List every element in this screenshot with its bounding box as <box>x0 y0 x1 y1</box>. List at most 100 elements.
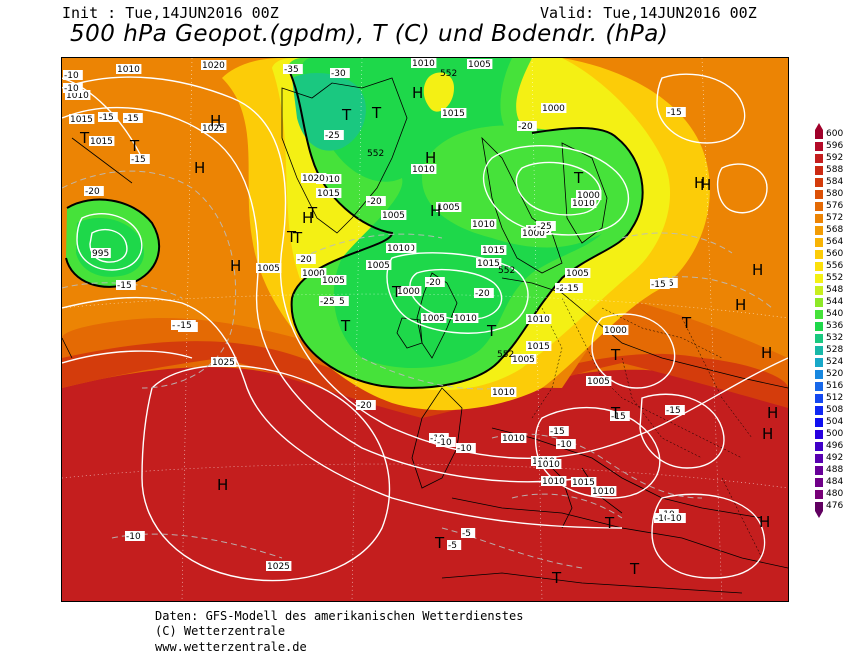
temperature-label-box <box>329 296 349 306</box>
pressure-label-text: 1015 <box>90 137 113 147</box>
high-pressure-marker-text: H <box>302 209 313 227</box>
temperature-label-text: -25 <box>537 222 552 232</box>
legend-swatch <box>815 154 823 163</box>
temperature-label-text: -20 <box>357 401 372 411</box>
temperature-label-box <box>84 186 104 196</box>
legend-entry: 596 <box>812 141 850 151</box>
legend-entry: 504 <box>812 417 850 427</box>
temperature-label-text: -20 <box>475 289 490 299</box>
pressure-label: 1010 <box>411 164 437 175</box>
footer-website[interactable]: www.wetterzentrale.de <box>155 640 307 654</box>
legend-swatch <box>815 478 823 487</box>
legend-entry: 524 <box>812 357 850 367</box>
pressure-label-box <box>91 248 111 258</box>
legend-entry: 520 <box>812 369 850 379</box>
temperature-label: -10 <box>125 531 145 542</box>
low-pressure-marker: T <box>341 106 352 124</box>
high-pressure-marker-text: H <box>694 174 705 192</box>
field-548-ne <box>422 125 637 248</box>
geopotential-label-text: 552 <box>497 350 514 360</box>
temperature-label-box <box>356 400 376 410</box>
pressure-label: 1000 <box>301 268 327 279</box>
high-pressure-marker: H <box>752 261 763 279</box>
temperature-label: -10 <box>456 443 476 454</box>
low-pressure-marker-text: T <box>434 534 445 552</box>
pressure-label-box <box>366 260 392 270</box>
legend-entry: 556 <box>812 261 850 271</box>
pressure-label: 1005 <box>586 376 612 387</box>
legend-swatch <box>815 202 823 211</box>
legend-swatch <box>815 466 823 475</box>
low-pressure-marker: T <box>486 322 497 340</box>
pressure-label-box <box>586 376 612 386</box>
pressure-label: 1000 <box>521 228 547 239</box>
pressure-label-text: 1005 <box>437 203 460 213</box>
temperature-label-text: -15 <box>117 281 132 291</box>
high-pressure-marker: H <box>217 476 228 494</box>
pressure-label: 1005 <box>381 210 407 221</box>
temperature-label-text: -25 <box>320 297 335 307</box>
legend-swatch <box>815 346 823 355</box>
pressure-label: 1000 <box>541 103 567 114</box>
low-pressure-marker-text: T <box>286 228 297 246</box>
pressure-label: 1005 <box>321 275 347 286</box>
color-legend: 600 596 592 588 584 580 576 572 568 564 560 556 552 5… <box>812 123 850 530</box>
temperature-label-text: -15 <box>666 406 681 416</box>
legend-swatch <box>815 274 823 283</box>
low-pressure-marker: T <box>292 229 303 247</box>
legend-swatch <box>815 226 823 235</box>
legend-label: 560 <box>826 249 844 259</box>
pressure-label-text: 1000 <box>542 104 565 114</box>
pressure-label: 1015 <box>571 477 597 488</box>
temperature-label: -20 <box>425 277 445 288</box>
high-pressure-marker-text: H <box>752 261 763 279</box>
pressure-label-box <box>381 210 407 220</box>
pressure-label-text: 1000 <box>522 229 545 239</box>
legend-label: 592 <box>826 153 844 163</box>
temperature-label: -15 <box>98 112 118 123</box>
low-pressure-marker: T <box>340 317 351 335</box>
temperature-label-text: -5 <box>462 529 471 539</box>
legend-swatch <box>815 190 823 199</box>
legend-entry: 532 <box>812 333 850 343</box>
legend-entry: 568 <box>812 225 850 235</box>
pressure-label-text: 1005 <box>422 314 445 324</box>
temperature-label-text: -15 <box>131 155 146 165</box>
legend-label: 600 <box>826 129 844 139</box>
pressure-label-box <box>386 243 412 253</box>
pressure-label: 1005 <box>436 202 462 213</box>
legend-swatch <box>815 178 823 187</box>
legend-entry: 492 <box>812 453 850 463</box>
temperature-label-text: -15 <box>550 427 565 437</box>
high-pressure-marker-text: H <box>759 513 770 531</box>
pressure-label: 995 <box>91 248 111 259</box>
high-pressure-marker-text: H <box>767 404 778 422</box>
field-532 <box>292 73 366 151</box>
pressure-label-text: 1005 <box>468 60 491 70</box>
high-pressure-marker: H <box>761 344 772 362</box>
legend-label: 576 <box>826 201 844 211</box>
temperature-label-box <box>63 70 83 80</box>
low-pressure-marker-text: T <box>610 404 621 422</box>
legend-entry: 512 <box>812 393 850 403</box>
pressure-label: 1000 <box>603 325 629 336</box>
legend-label: 512 <box>826 393 844 403</box>
low-pressure-marker-text: T <box>681 314 692 332</box>
legend-swatch <box>815 370 823 379</box>
pressure-label: 1025 <box>211 357 237 368</box>
low-pressure-marker-text: T <box>610 346 621 364</box>
legend-entry: 488 <box>812 465 850 475</box>
pressure-label-text: 1010 <box>412 165 435 175</box>
legend-swatch <box>815 130 823 139</box>
legend-swatch <box>815 214 823 223</box>
pressure-label-text: 1010 <box>592 487 615 497</box>
temperature-label-text: -15 <box>611 412 626 422</box>
temperature-label: -15 <box>176 320 196 331</box>
pressure-label-text: 1015 <box>317 189 340 199</box>
temperature-label-text: -10 <box>557 440 572 450</box>
low-pressure-marker-text: T <box>391 283 402 301</box>
pressure-label-text: 1020 <box>302 174 325 184</box>
pressure-label-text: 1000 <box>604 326 627 336</box>
